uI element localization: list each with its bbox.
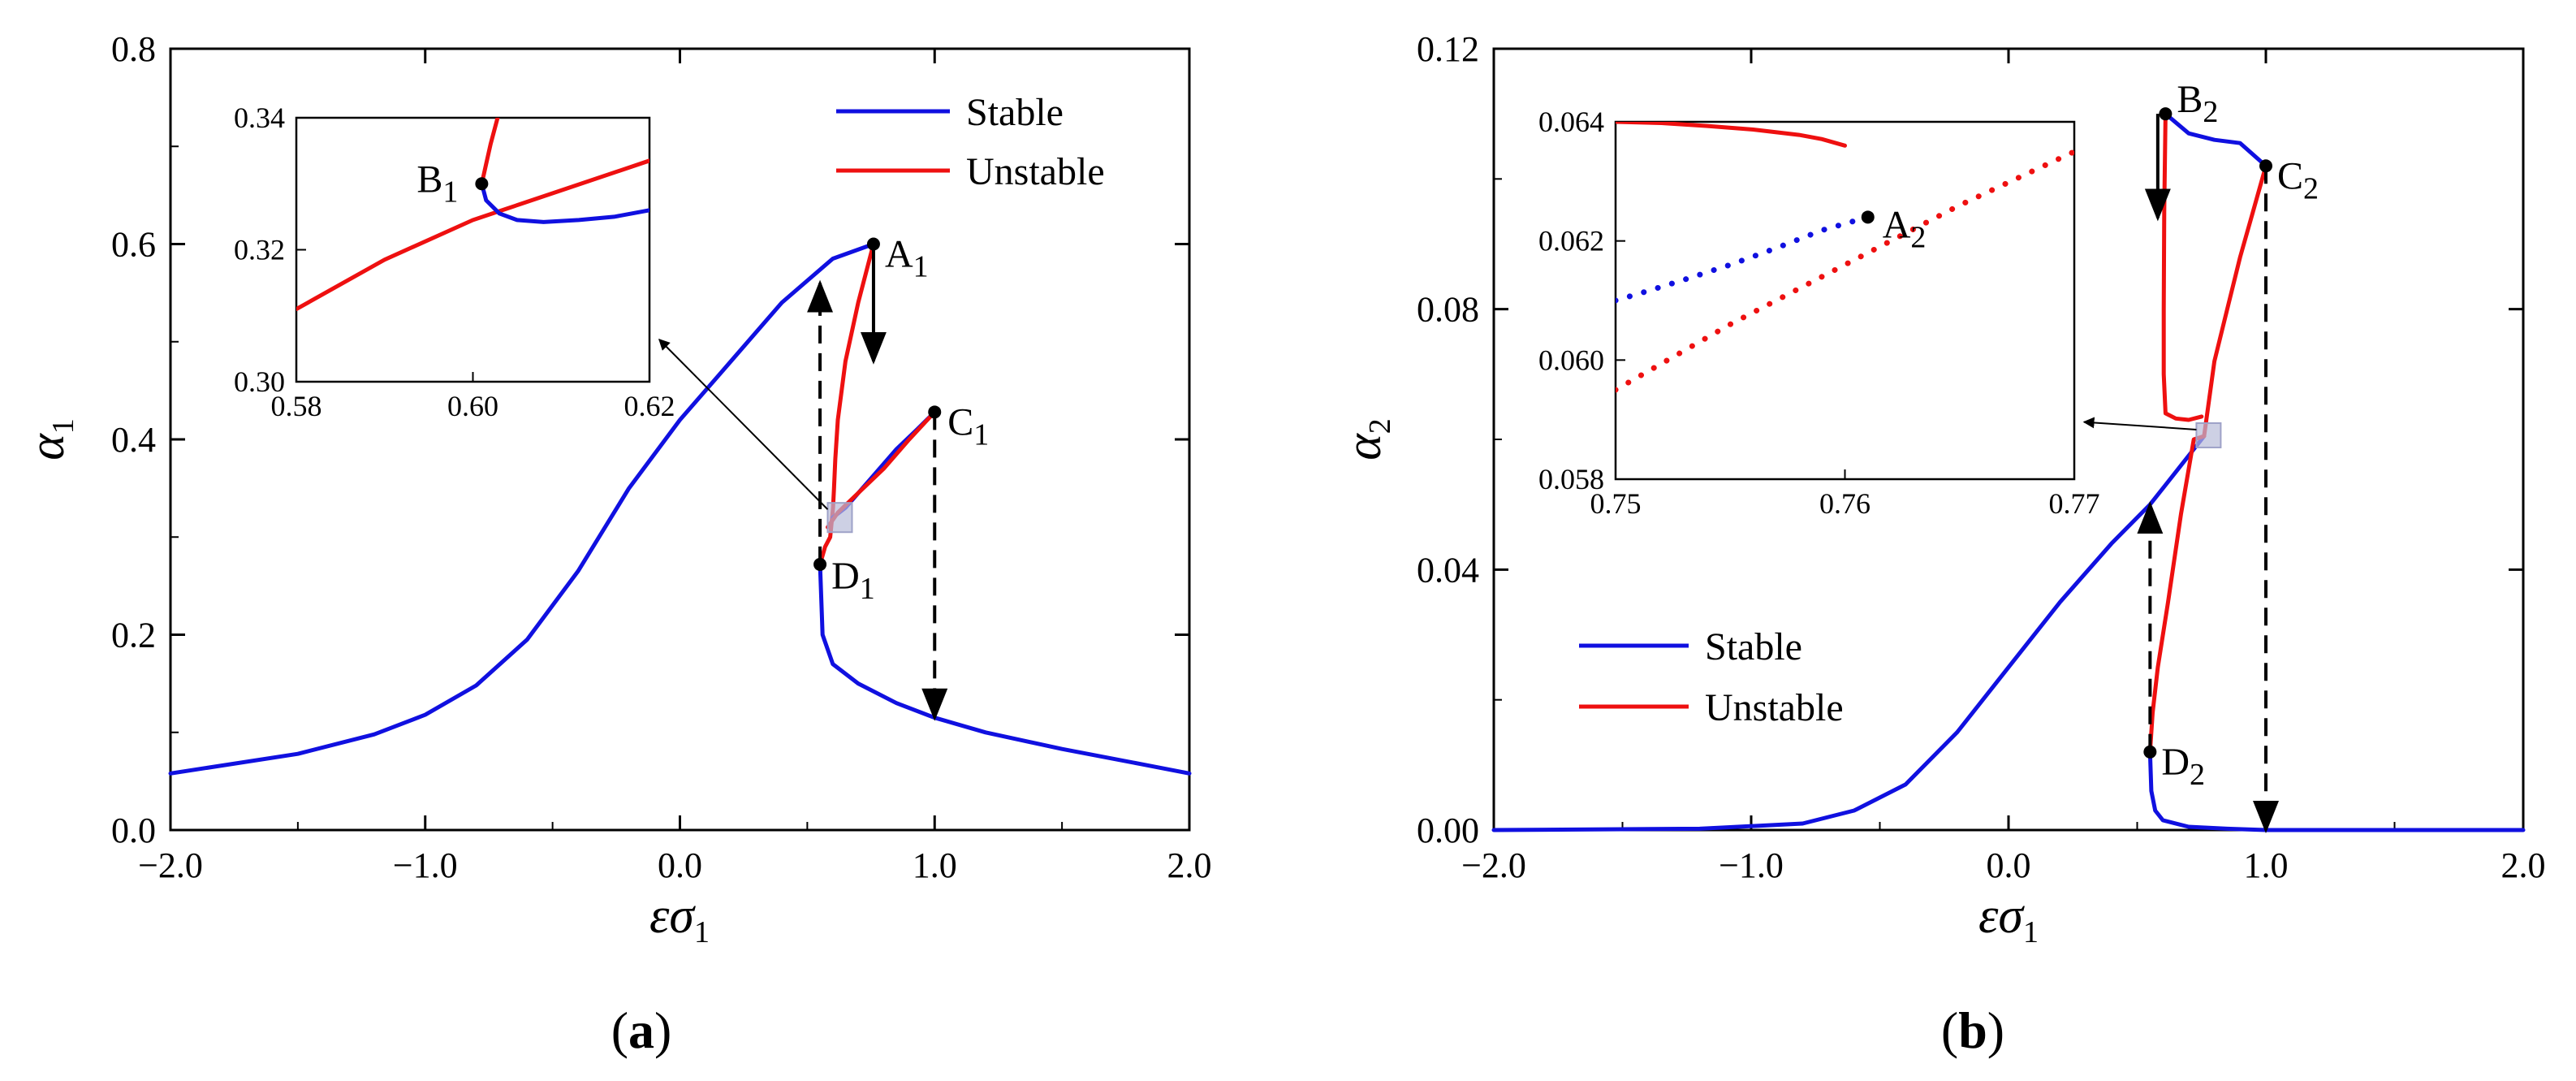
inset-point-label-a2: A2 (1883, 203, 1927, 254)
panel-label-a: (a) (611, 1001, 672, 1059)
series-line-unstable (818, 242, 876, 567)
inset-x-tick-label: 0.58 (271, 390, 322, 422)
x-tick-label: −2.0 (1461, 845, 1526, 885)
point-label-d1: D1 (831, 555, 875, 606)
inset-x-tick-label: 0.62 (624, 390, 675, 422)
x-tick-label: −1.0 (1719, 845, 1784, 885)
zoom-box (2195, 422, 2222, 448)
inset-series-unstable (479, 118, 500, 186)
series-line-stable (2163, 111, 2268, 168)
inset-point-a2 (1861, 210, 1875, 224)
inset-series-stable (479, 181, 649, 224)
point-label-d2: D2 (2161, 741, 2205, 792)
series-line-unstable (2202, 163, 2268, 439)
series-line-stable (818, 562, 1192, 776)
chart-panel-b: −2.0 −1.0 0.0 1.0 2.00.000.040.080.12B2C2D2 … (1336, 29, 2546, 1059)
chart-panel-a: −2.0 −1.0 0.0 1.0 2.0 0.0 0.2 0.4 0.6 0.8 A1 C1 D1 0… (19, 29, 1212, 1059)
point-a1 (866, 237, 880, 251)
x-tick-label: 1.0 (913, 845, 957, 885)
point-c2 (2259, 159, 2272, 173)
x-tick-label: 0.0 (1987, 845, 2031, 885)
y-tick-label: 0.6 (111, 225, 156, 265)
inset-x-tick-label: 0.75 (1590, 487, 1642, 520)
series-line-stable (2147, 750, 2526, 832)
point-label-c1: C1 (947, 400, 989, 452)
inset-series-unstable (1616, 149, 2074, 393)
inset-series-stable (1616, 214, 1871, 304)
point-label-a1: A1 (885, 233, 929, 284)
point-b2 (2159, 107, 2173, 121)
inset-point-b1 (475, 177, 489, 191)
x-tick-label: 2.0 (2501, 845, 2546, 885)
x-tick-label: −2.0 (138, 845, 203, 885)
zoom-pointer-arrow (658, 339, 829, 510)
legend: Stable Unstable (1579, 625, 1844, 729)
inset-point-label-b1: B1 (416, 158, 458, 209)
y-tick-label: 0.12 (1417, 29, 1479, 69)
x-axis-label: εσ1 (1978, 889, 2039, 949)
legend-stable-label: Stable (966, 91, 1064, 134)
y-tick-label: 0.0 (111, 811, 156, 850)
legend-stable-label: Stable (1705, 625, 1802, 668)
y-tick-label: 0.08 (1417, 290, 1479, 330)
y-axis-label: α1 (19, 418, 80, 461)
y-tick-label: 0.04 (1417, 550, 1479, 590)
x-axis-label: εσ1 (649, 889, 710, 949)
x-tick-label: 1.0 (2244, 845, 2289, 885)
inset-y-tick-label: 0.30 (234, 365, 285, 398)
inset-x-tick-label: 0.77 (2049, 487, 2100, 520)
legend: Stable Unstable (836, 91, 1105, 193)
inset-frame (1614, 120, 2076, 481)
series-line-stable (168, 242, 876, 776)
inset-x-tick-label: 0.76 (1819, 487, 1871, 520)
inset-chart: 0.58 0.60 0.62 0.30 0.32 0.34 B1 (234, 102, 675, 422)
point-c1 (928, 405, 942, 419)
point-label-c2: C2 (2277, 154, 2319, 205)
inset-y-tick-label: 0.064 (1538, 106, 1604, 138)
zoom-pointer-arrow (2082, 417, 2197, 430)
inset-x-tick-label: 0.60 (447, 390, 498, 422)
y-tick-label: 0.00 (1417, 811, 1479, 850)
zoom-box (826, 502, 853, 534)
y-tick-label: 0.8 (111, 29, 156, 69)
inset-y-tick-label: 0.060 (1538, 344, 1604, 376)
point-d2 (2143, 745, 2157, 759)
series-line-unstable (2161, 111, 2204, 422)
x-tick-label: 0.0 (658, 845, 702, 885)
y-tick-label: 0.4 (111, 420, 156, 460)
legend-unstable-label: Unstable (1705, 686, 1844, 729)
x-tick-label: 2.0 (1167, 845, 1212, 885)
point-d1 (813, 557, 827, 571)
y-axis-label: α2 (1336, 418, 1397, 461)
legend-unstable-label: Unstable (966, 150, 1105, 193)
inset-chart: 0.75 0.76 0.77 0.058 0.060 0.062 0.064 A2 (1538, 106, 2100, 520)
point-label-b2: B2 (2177, 78, 2218, 129)
x-tick-label: −1.0 (393, 845, 458, 885)
inset-y-tick-label: 0.062 (1538, 225, 1604, 257)
inset-frame (295, 116, 651, 383)
inset-y-tick-label: 0.34 (234, 102, 285, 134)
y-tick-label: 0.2 (111, 616, 156, 655)
inset-series-unstable (296, 158, 649, 312)
inset-series-unstable (1616, 122, 1847, 148)
series-line-unstable (2147, 434, 2207, 755)
panel-label-b: (b) (1941, 1001, 2004, 1059)
inset-y-tick-label: 0.058 (1538, 463, 1604, 495)
series-line-stable (1491, 434, 2207, 832)
inset-y-tick-label: 0.32 (234, 234, 285, 266)
